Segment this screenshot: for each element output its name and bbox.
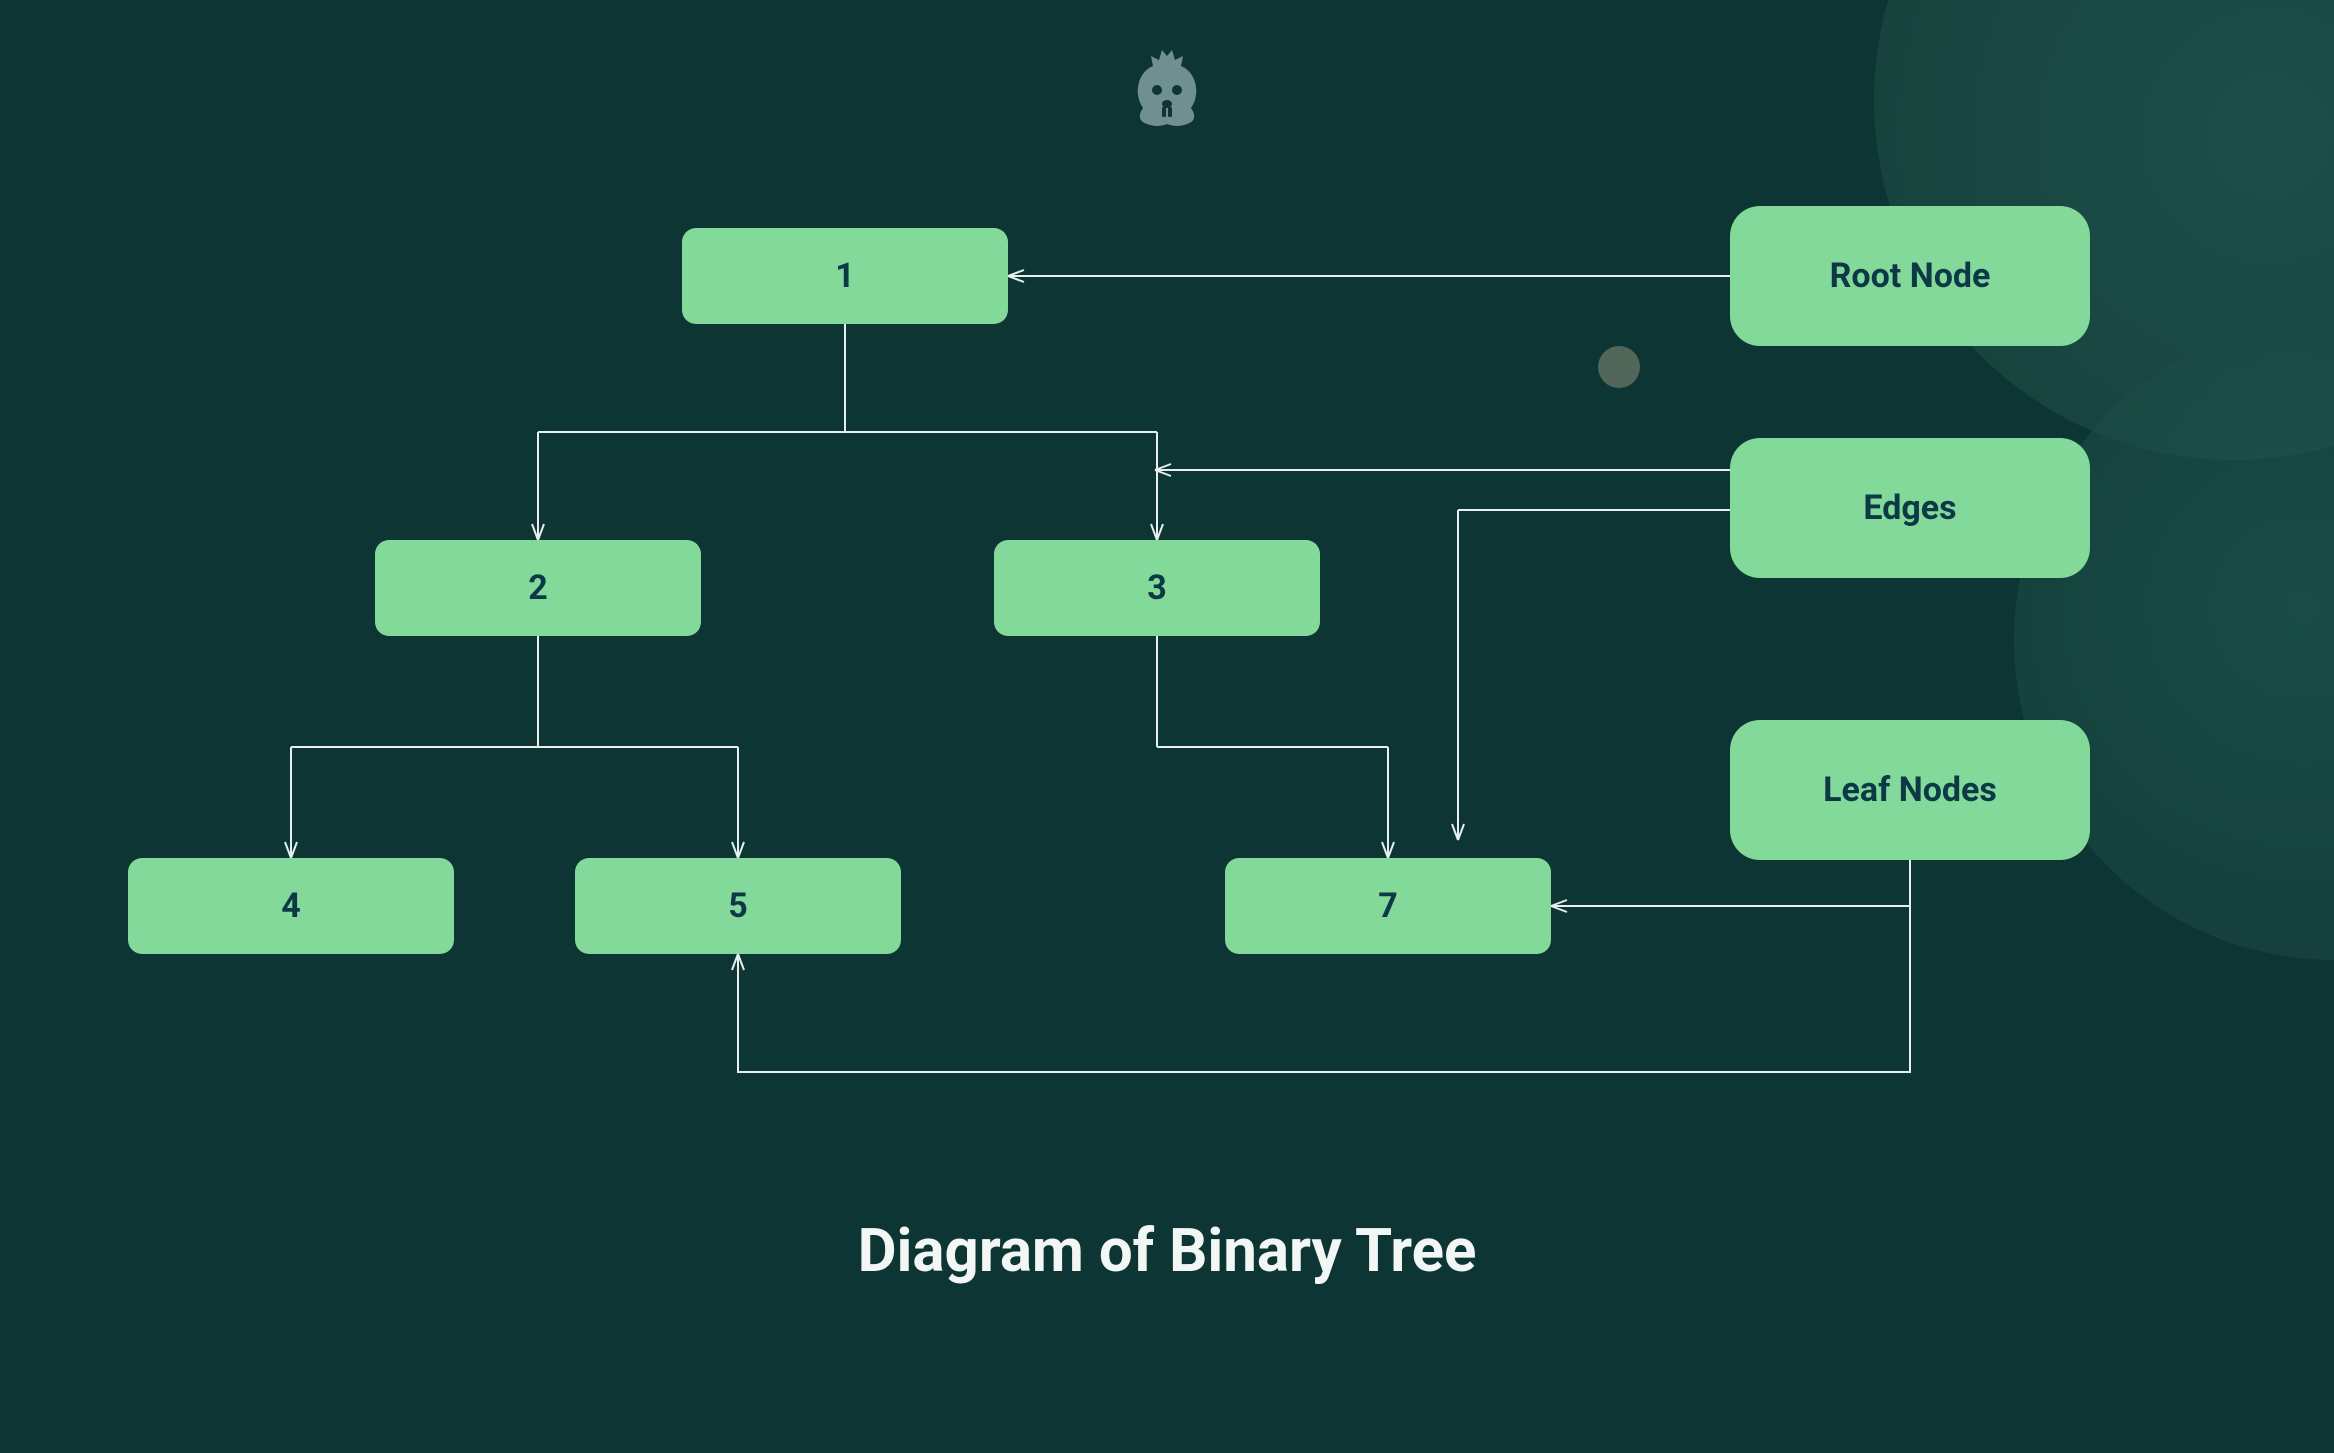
diagram-title-text: Diagram of Binary Tree — [858, 1215, 1477, 1286]
annotation-root-node: Root Node — [1730, 206, 2090, 346]
annotation-label: Leaf Nodes — [1823, 770, 1997, 810]
bg-decor-dot — [1598, 346, 1640, 388]
tree-node-5: 5 — [575, 858, 901, 954]
tree-node-label: 4 — [281, 886, 301, 926]
tree-node-label: 5 — [728, 886, 748, 926]
annotation-label: Edges — [1863, 488, 1956, 528]
tree-node-2: 2 — [375, 540, 701, 636]
tree-node-1: 1 — [682, 228, 1008, 324]
diagram-canvas: 1 2 3 4 5 7 Root Node Edges Leaf Nodes D… — [0, 0, 2334, 1453]
tree-node-label: 1 — [835, 256, 855, 296]
tree-node-label: 7 — [1378, 886, 1398, 926]
annotation-leaf-nodes: Leaf Nodes — [1730, 720, 2090, 860]
tree-node-4: 4 — [128, 858, 454, 954]
tree-node-7: 7 — [1225, 858, 1551, 954]
tree-node-label: 2 — [528, 568, 548, 608]
annotation-label: Root Node — [1830, 256, 1991, 296]
annotation-edges: Edges — [1730, 438, 2090, 578]
beaver-logo-icon — [1129, 50, 1205, 132]
tree-node-3: 3 — [994, 540, 1320, 636]
diagram-title: Diagram of Binary Tree — [858, 1215, 1477, 1286]
tree-node-label: 3 — [1147, 568, 1167, 608]
